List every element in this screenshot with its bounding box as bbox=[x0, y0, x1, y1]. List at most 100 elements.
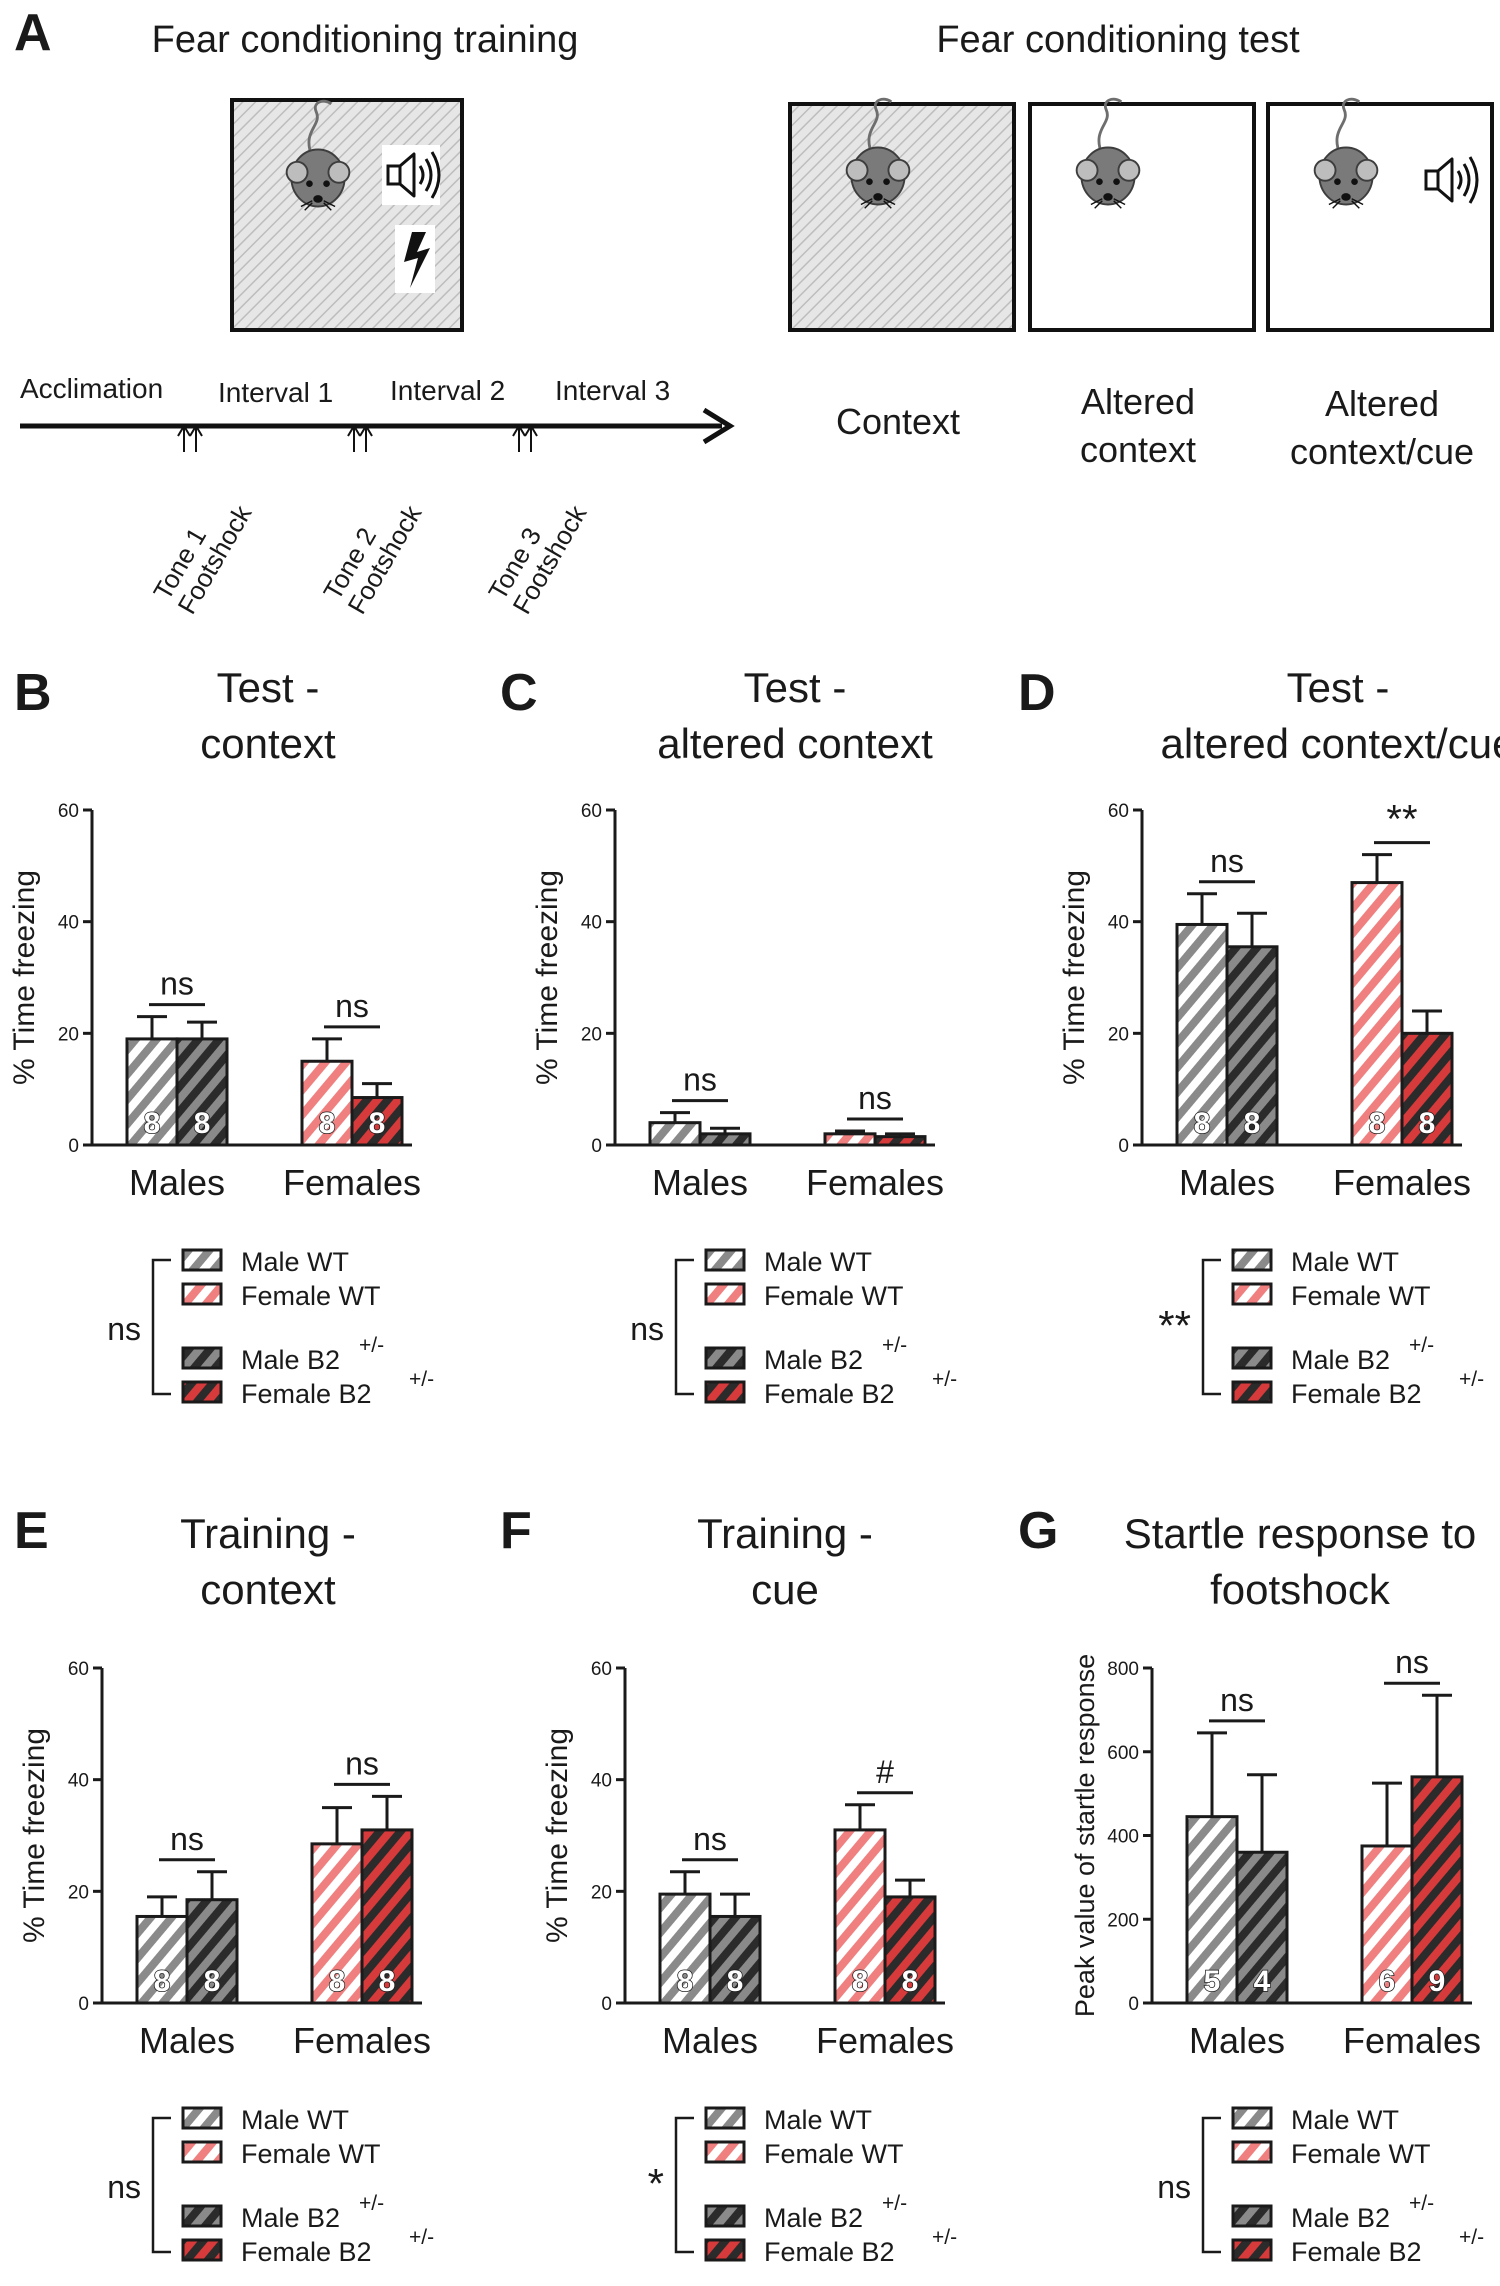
legend-swatch bbox=[181, 2204, 223, 2228]
overall-significance: * bbox=[648, 2160, 664, 2207]
legend-label: Male WT bbox=[1291, 1247, 1399, 1277]
training-title: Fear conditioning training bbox=[152, 19, 579, 61]
n-label: 8 bbox=[1244, 1107, 1261, 1140]
bar bbox=[360, 1828, 414, 2005]
bar bbox=[135, 1914, 189, 2005]
n-label: 8 bbox=[1194, 1107, 1211, 1140]
y-tick-label: 800 bbox=[1107, 1659, 1139, 1680]
n-label: 5 bbox=[1204, 1965, 1221, 1998]
n-label: 8 bbox=[369, 1107, 386, 1140]
timeline-label: Interval 1 bbox=[218, 377, 333, 408]
n-label: 8 bbox=[319, 1107, 336, 1140]
n-label: 8 bbox=[379, 1965, 396, 1998]
bar bbox=[1350, 881, 1404, 1147]
chart-test-altered-context-cue: Test - altered context/cue 0 20 40 60 % Time f… bbox=[1058, 664, 1500, 1409]
chart-title: cue bbox=[751, 1566, 819, 1613]
tone-arrow-icon bbox=[347, 424, 361, 452]
panel-letter: C bbox=[500, 664, 538, 722]
x-tick-label: Females bbox=[816, 2020, 954, 2061]
chart-title: context bbox=[200, 1566, 336, 1613]
x-tick-label: Females bbox=[1333, 1162, 1471, 1203]
chart-title: Test - bbox=[1287, 664, 1390, 711]
legend-label: Male WT bbox=[1291, 2105, 1399, 2135]
legend-swatch bbox=[704, 1380, 746, 1404]
panel-letter: G bbox=[1018, 1502, 1058, 1560]
legend-label: Male B2 bbox=[764, 2203, 863, 2233]
timeline-arrow-icon bbox=[702, 407, 735, 445]
y-axis-label: % Time freezing bbox=[8, 870, 41, 1085]
y-tick-label: 40 bbox=[58, 913, 79, 934]
significance-label: ns bbox=[858, 1080, 892, 1116]
legend-superscript: +/- bbox=[359, 2192, 384, 2215]
significance-label: ** bbox=[1386, 798, 1417, 842]
significance-label: ns bbox=[1210, 843, 1244, 879]
x-tick-label: Males bbox=[1189, 2020, 1285, 2061]
y-tick-label: 0 bbox=[1128, 1994, 1139, 2015]
legend-bracket bbox=[674, 1258, 694, 1396]
x-tick-label: Females bbox=[283, 1162, 421, 1203]
legend-swatch bbox=[181, 1248, 223, 1272]
legend-superscript: +/- bbox=[1459, 2226, 1484, 2249]
test-label-context: Context bbox=[836, 401, 960, 442]
y-axis-label: % Time freezing bbox=[18, 1728, 51, 1943]
y-tick-label: 60 bbox=[58, 801, 79, 822]
y-tick-label: 600 bbox=[1107, 1743, 1139, 1764]
legend-label: Female WT bbox=[241, 1281, 381, 1311]
bar bbox=[350, 1096, 404, 1147]
legend-swatch bbox=[1231, 2238, 1273, 2262]
legend-label: Male WT bbox=[241, 1247, 349, 1277]
legend-swatch bbox=[181, 2106, 223, 2130]
legend-swatch bbox=[1231, 2204, 1273, 2228]
y-axis-label: % Time freezing bbox=[531, 870, 564, 1085]
n-label: 8 bbox=[204, 1965, 221, 1998]
overall-significance: ns bbox=[1157, 2169, 1191, 2205]
test-label-altered: context bbox=[1080, 429, 1196, 470]
bar bbox=[1410, 1775, 1464, 2005]
n-label: 8 bbox=[677, 1965, 694, 1998]
significance-label: ns bbox=[1220, 1682, 1254, 1718]
legend-swatch bbox=[1231, 1282, 1273, 1306]
tone-arrow-icon bbox=[177, 424, 191, 452]
y-axis-label: Peak value of startle response bbox=[1070, 1654, 1100, 2017]
bar bbox=[300, 1059, 354, 1147]
x-tick-label: Males bbox=[662, 2020, 758, 2061]
legend-swatch bbox=[181, 2140, 223, 2164]
n-label: 8 bbox=[154, 1965, 171, 1998]
significance-label: ns bbox=[345, 1745, 379, 1781]
y-tick-label: 400 bbox=[1107, 1827, 1139, 1848]
overall-significance: ns bbox=[107, 2169, 141, 2205]
chart-training-context: Training - context 0 20 40 60 % Time freezing 8… bbox=[18, 1510, 434, 2267]
y-tick-label: 20 bbox=[581, 1024, 602, 1045]
legend-swatch bbox=[704, 1346, 746, 1370]
bar bbox=[873, 1135, 927, 1147]
bar bbox=[1225, 945, 1279, 1147]
y-tick-label: 60 bbox=[591, 1659, 612, 1680]
test-title: Fear conditioning test bbox=[936, 19, 1300, 61]
legend-superscript: +/- bbox=[1409, 2192, 1434, 2215]
n-label: 8 bbox=[1419, 1107, 1436, 1140]
legend-bracket bbox=[151, 2116, 171, 2254]
legend-label: Male WT bbox=[764, 1247, 872, 1277]
chart-title: altered context/cue bbox=[1161, 720, 1500, 767]
overall-significance: ns bbox=[107, 1311, 141, 1347]
y-tick-label: 0 bbox=[78, 1994, 89, 2015]
y-tick-label: 40 bbox=[1108, 913, 1129, 934]
legend-swatch bbox=[1231, 2106, 1273, 2130]
significance-label: ns bbox=[1395, 1644, 1429, 1680]
bar bbox=[823, 1132, 877, 1147]
legend-swatch bbox=[704, 2238, 746, 2262]
bar bbox=[310, 1842, 364, 2005]
timeline-label: Interval 2 bbox=[390, 375, 505, 406]
n-label: 8 bbox=[852, 1965, 869, 1998]
legend-label: Male B2 bbox=[1291, 2203, 1390, 2233]
timeline-label: Acclimation bbox=[20, 373, 163, 404]
overall-significance: ** bbox=[1158, 1302, 1191, 1349]
chart-title: Test - bbox=[744, 664, 847, 711]
y-tick-label: 0 bbox=[68, 1136, 79, 1157]
x-tick-label: Males bbox=[129, 1162, 225, 1203]
legend-label: Male WT bbox=[764, 2105, 872, 2135]
